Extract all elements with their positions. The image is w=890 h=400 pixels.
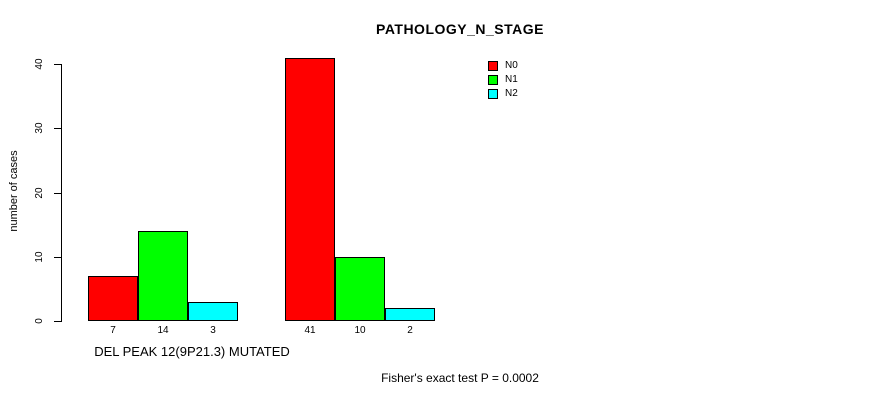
bar-n0-group2 (285, 58, 335, 321)
bar-value-label: 10 (354, 325, 366, 336)
legend-row-n2: N2 (488, 89, 518, 99)
legend-row-n0: N0 (488, 61, 518, 71)
y-axis-tick-label: 40 (34, 58, 45, 70)
bar-value-label: 7 (110, 325, 116, 336)
legend: N0 N1 N2 (488, 61, 518, 99)
legend-swatch-n2 (488, 89, 498, 99)
y-axis-tick (54, 64, 61, 65)
y-axis-tick-label: 0 (34, 318, 45, 324)
legend-row-n1: N1 (488, 75, 518, 85)
bar-n2-group2 (385, 308, 435, 321)
bar-n1-group2 (335, 257, 385, 321)
legend-swatch-n0 (488, 61, 498, 71)
chart-title: PATHOLOGY_N_STAGE (376, 21, 544, 37)
bar-n0-group1 (88, 276, 138, 321)
legend-label: N1 (505, 74, 518, 85)
bar-n1-group1 (138, 231, 188, 321)
legend-label: N0 (505, 60, 518, 71)
bar-value-label: 3 (210, 325, 216, 336)
bar-value-label: 14 (157, 325, 169, 336)
y-axis-tick (54, 257, 61, 258)
y-axis-tick-label: 30 (34, 122, 45, 134)
y-axis-tick (54, 128, 61, 129)
bar-value-label: 2 (407, 325, 413, 336)
bar-value-label: 41 (304, 325, 316, 336)
y-axis-tick (54, 193, 61, 194)
bar-n2-group1 (188, 302, 238, 321)
legend-swatch-n1 (488, 75, 498, 85)
y-axis-tick (54, 321, 61, 322)
legend-label: N2 (505, 88, 518, 99)
y-axis-line (61, 64, 62, 322)
x-axis-group-label: DEL PEAK 12(9P21.3) MUTATED (94, 344, 290, 359)
y-axis-tick-label: 20 (34, 187, 45, 199)
stat-annotation: Fisher's exact test P = 0.0002 (381, 371, 539, 385)
y-axis-tick-label: 10 (34, 251, 45, 263)
